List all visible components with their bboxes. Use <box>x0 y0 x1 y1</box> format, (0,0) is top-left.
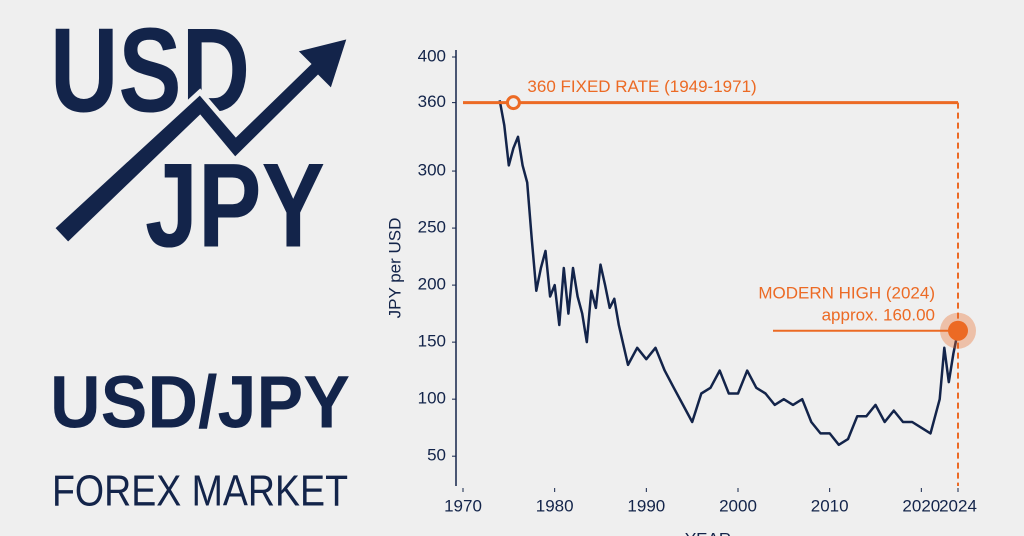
annotation-label: 360 FIXED RATE (1949-1971) <box>527 77 756 96</box>
y-tick-label: 100 <box>418 389 446 408</box>
data-line <box>498 100 960 447</box>
annotation-marker <box>948 320 968 341</box>
x-tick-label: 2010 <box>811 496 849 515</box>
y-tick-label: 250 <box>418 218 446 237</box>
y-tick-label: 400 <box>418 46 446 65</box>
annotation-label: MODERN HIGH (2024) <box>758 283 935 302</box>
x-tick-label: 1990 <box>627 496 665 515</box>
logo-arrow <box>48 32 354 249</box>
x-tick-label: 1970 <box>444 496 482 515</box>
x-tick-label: 2000 <box>719 496 757 515</box>
annotation-marker <box>505 95 521 111</box>
annotation-value: approx. 160.00 <box>822 305 935 324</box>
y-tick-label: 200 <box>418 275 446 294</box>
y-tick-label: 300 <box>418 161 446 180</box>
y-tick-label: 50 <box>427 446 446 465</box>
x-tick-label: 2020 <box>902 496 940 515</box>
chart: 50 100 150 200 250 300 360 400 1970 1980 1990 2000 2… <box>385 46 976 536</box>
y-tick-label: 150 <box>418 332 446 351</box>
title: USD/JPY <box>50 361 350 444</box>
x-tick-label: 1980 <box>536 496 574 515</box>
y-tick-label: 360 <box>418 92 446 111</box>
x-tick-label: 2024 <box>939 496 977 515</box>
x-axis-label: YEAR <box>685 529 731 536</box>
y-axis-label: JPY per USD <box>385 218 404 319</box>
subtitle: FOREX MARKET <box>52 467 348 516</box>
